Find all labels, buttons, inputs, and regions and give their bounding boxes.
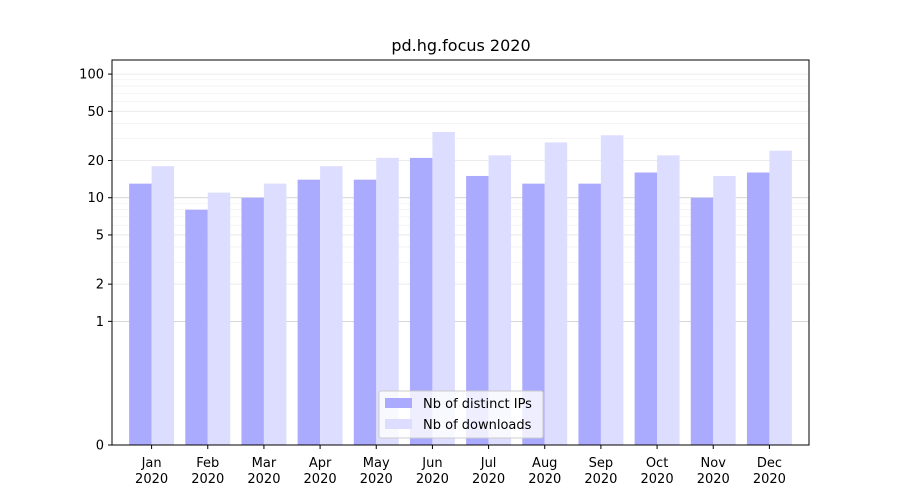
x-tick-label-year: 2020 bbox=[135, 472, 168, 487]
bar-downloads bbox=[320, 166, 343, 445]
bar-distinct-ips bbox=[409, 157, 433, 446]
axis-ticks: 0125102050100Jan2020Feb2020Mar2020Apr202… bbox=[79, 68, 786, 487]
bar-distinct-ips bbox=[634, 172, 658, 446]
bars bbox=[129, 132, 792, 446]
legend-label-ips: Nb of distinct IPs bbox=[423, 397, 532, 412]
legend-box bbox=[378, 390, 544, 439]
legend-swatch-downloads bbox=[385, 419, 412, 429]
x-tick-label-month: Apr bbox=[309, 456, 332, 471]
bar-distinct-ips bbox=[353, 179, 377, 446]
bar-downloads bbox=[376, 157, 399, 446]
y-tick-label: 100 bbox=[79, 68, 104, 83]
x-tick-label-year: 2020 bbox=[697, 472, 730, 487]
x-tick-label-year: 2020 bbox=[416, 472, 449, 487]
bar-downloads bbox=[600, 135, 624, 445]
bar-downloads bbox=[432, 132, 455, 446]
x-tick-label-month: Feb bbox=[196, 456, 219, 471]
x-tick-label-year: 2020 bbox=[360, 472, 393, 487]
bar-downloads bbox=[151, 166, 175, 445]
bar-downloads bbox=[488, 155, 512, 445]
y-tick-label: 1 bbox=[96, 315, 104, 330]
x-tick-label-year: 2020 bbox=[641, 472, 674, 487]
x-tick-label-year: 2020 bbox=[753, 472, 786, 487]
bar-downloads bbox=[263, 183, 287, 445]
bar-distinct-ips bbox=[129, 183, 152, 445]
legend-label-downloads: Nb of downloads bbox=[423, 418, 532, 433]
x-tick-label-month: Jul bbox=[480, 456, 497, 471]
y-tick-label: 20 bbox=[87, 154, 104, 169]
bar-downloads bbox=[544, 142, 568, 445]
bar-downloads bbox=[769, 150, 792, 445]
bar-distinct-ips bbox=[522, 183, 545, 445]
bar-downloads bbox=[657, 155, 680, 445]
plot-frame bbox=[111, 59, 810, 446]
x-tick-label-year: 2020 bbox=[304, 472, 337, 487]
x-tick-label-month: Mar bbox=[252, 456, 277, 471]
x-tick-label-month: Dec bbox=[757, 456, 782, 471]
bar-distinct-ips bbox=[746, 172, 770, 446]
x-tick-label-month: Aug bbox=[532, 456, 557, 471]
bar-distinct-ips bbox=[297, 179, 321, 446]
x-tick-label-year: 2020 bbox=[247, 472, 280, 487]
bar-downloads bbox=[713, 175, 736, 445]
bar-distinct-ips bbox=[185, 209, 208, 445]
bar-distinct-ips bbox=[241, 197, 264, 445]
x-tick-label-month: Jun bbox=[421, 456, 442, 471]
x-tick-label-month: Oct bbox=[646, 456, 668, 471]
x-tick-label-month: Sep bbox=[589, 456, 614, 471]
y-tick-label: 50 bbox=[87, 105, 104, 120]
x-tick-label-year: 2020 bbox=[528, 472, 561, 487]
x-tick-label-year: 2020 bbox=[584, 472, 617, 487]
bar-distinct-ips bbox=[578, 183, 601, 445]
x-tick-label-month: May bbox=[363, 456, 390, 471]
x-tick-label-year: 2020 bbox=[191, 472, 224, 487]
y-tick-label: 10 bbox=[87, 191, 104, 206]
chart-title: pd.hg.focus 2020 bbox=[391, 36, 530, 55]
y-tick-label: 0 bbox=[96, 439, 104, 454]
y-tick-label: 5 bbox=[96, 228, 104, 243]
x-tick-label-year: 2020 bbox=[472, 472, 505, 487]
bar-distinct-ips bbox=[466, 175, 489, 445]
legend-swatch-ips bbox=[385, 398, 412, 408]
bar-downloads bbox=[207, 192, 231, 445]
x-tick-label-month: Nov bbox=[701, 456, 727, 471]
bar-distinct-ips bbox=[690, 197, 714, 445]
x-tick-label-month: Jan bbox=[141, 456, 162, 471]
y-tick-label: 2 bbox=[96, 278, 104, 293]
legend: Nb of distinct IPs Nb of downloads bbox=[378, 390, 544, 439]
